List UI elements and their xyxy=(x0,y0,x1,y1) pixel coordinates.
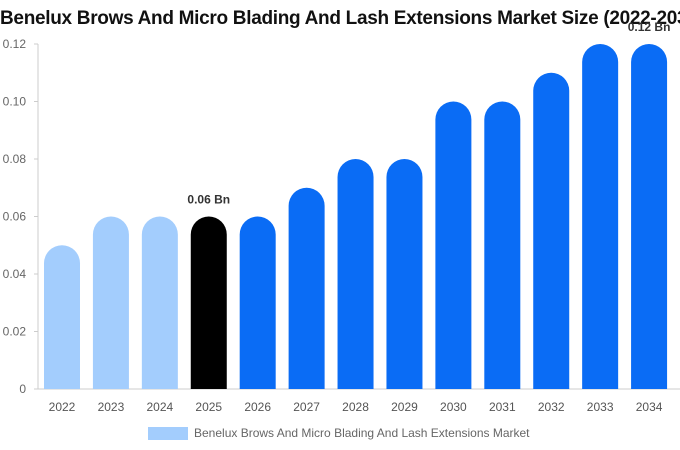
x-tick-label: 2030 xyxy=(440,400,467,414)
bar-2023 xyxy=(92,216,129,389)
x-tick-label: 2024 xyxy=(146,400,173,414)
legend: Benelux Brows And Micro Blading And Lash… xyxy=(148,426,530,440)
bar-2028 xyxy=(337,159,374,389)
x-tick-label: 2022 xyxy=(49,400,76,414)
bar-2025 xyxy=(190,216,227,389)
x-tick-label: 2023 xyxy=(98,400,125,414)
bar-2032 xyxy=(533,72,570,389)
x-tick-label: 2027 xyxy=(293,400,320,414)
data-label: 0.12 Bn xyxy=(628,20,671,34)
bar-2034 xyxy=(631,44,668,389)
chart-title: Benelux Brows And Micro Blading And Lash… xyxy=(0,8,680,29)
y-tick-label: 0.12 xyxy=(3,37,27,51)
x-tick-label: 2031 xyxy=(489,400,516,414)
bar-2031 xyxy=(484,101,521,389)
bar-2026 xyxy=(239,216,276,389)
y-tick-label: 0.08 xyxy=(3,152,27,166)
bar-2024 xyxy=(141,216,178,389)
y-tick-label: 0 xyxy=(19,382,26,396)
bar-2030 xyxy=(435,101,472,389)
x-tick-label: 2034 xyxy=(636,400,663,414)
x-tick-label: 2029 xyxy=(391,400,418,414)
x-tick-label: 2028 xyxy=(342,400,369,414)
x-tick-label: 2025 xyxy=(195,400,222,414)
data-label: 0.06 Bn xyxy=(187,193,230,207)
legend-label: Benelux Brows And Micro Blading And Lash… xyxy=(194,426,530,440)
bar-2033 xyxy=(582,44,619,389)
x-tick-label: 2033 xyxy=(587,400,614,414)
x-tick-label: 2026 xyxy=(244,400,271,414)
y-tick-label: 0.04 xyxy=(3,267,27,281)
y-tick-label: 0.02 xyxy=(3,325,27,339)
bar-2022 xyxy=(44,245,80,389)
y-tick-label: 0.10 xyxy=(3,95,27,109)
bar-2027 xyxy=(288,187,325,389)
x-tick-label: 2032 xyxy=(538,400,565,414)
legend-swatch xyxy=(148,426,188,440)
bar-2029 xyxy=(386,159,423,389)
y-tick-label: 0.06 xyxy=(3,210,27,224)
